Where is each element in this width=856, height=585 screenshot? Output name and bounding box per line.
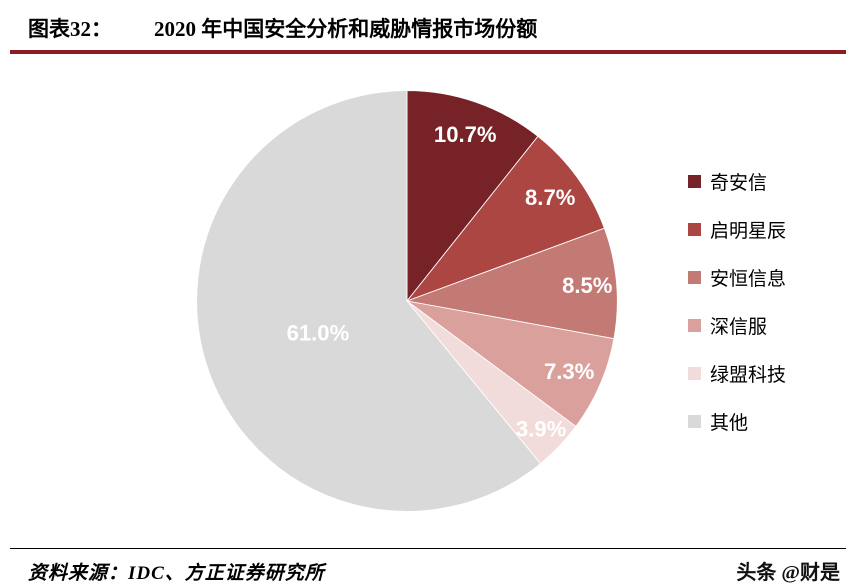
slice-value-label: 8.7%: [525, 185, 576, 210]
pie-chart: 10.7% 8.7% 8.5% 7.3% 3.9% 61.0%: [196, 90, 618, 512]
legend-item-奇安信: 奇安信: [688, 168, 786, 195]
legend-item-深信服: 深信服: [688, 312, 786, 339]
chart-area: 10.7% 8.7% 8.5% 7.3% 3.9% 61.0% 奇安信启明星辰安恒信息深信…: [0, 54, 856, 548]
slice-value-label: 8.5%: [562, 273, 613, 298]
chart-header: 图表32： 2020 年中国安全分析和威胁情报市场份额: [0, 0, 856, 50]
legend: 奇安信启明星辰安恒信息深信服绿盟科技其他: [688, 168, 786, 435]
slice-value-label: 10.7%: [434, 122, 497, 147]
legend-label: 安恒信息: [710, 268, 787, 290]
legend-swatch: [688, 414, 701, 428]
legend-swatch: [688, 222, 701, 236]
slice-value-label: 7.3%: [544, 359, 595, 384]
slice-value-label: 61.0%: [287, 321, 350, 346]
legend-label: 绿盟科技: [710, 364, 787, 386]
watermark-text: 头条 @财是: [736, 562, 840, 584]
pie-chart-container: 10.7% 8.7% 8.5% 7.3% 3.9% 61.0%: [186, 80, 628, 522]
legend-swatch: [688, 318, 701, 332]
pie-slice-安恒信息: [405, 227, 618, 340]
legend-label: 启明星辰: [710, 220, 787, 242]
legend-item-启明星辰: 启明星辰: [688, 216, 786, 243]
legend-swatch: [688, 366, 701, 380]
pie-slice-启明星辰: [405, 135, 605, 302]
figure-number-label: 图表32：: [28, 17, 112, 41]
pie-slice-其他: [196, 90, 542, 512]
slice-value-label: 3.9%: [516, 416, 567, 441]
legend-label: 深信服: [710, 316, 768, 338]
chart-title: 2020 年中国安全分析和威胁情报市场份额: [154, 17, 538, 41]
footer: 资料来源：IDC、方正证券研究所 头条 @财是: [0, 549, 856, 585]
legend-swatch: [688, 270, 701, 284]
legend-label: 其他: [710, 412, 749, 434]
legend-label: 奇安信: [710, 172, 768, 194]
legend-swatch: [688, 174, 701, 188]
legend-item-安恒信息: 安恒信息: [688, 264, 786, 291]
legend-item-绿盟科技: 绿盟科技: [688, 360, 786, 387]
footer-divider: [10, 548, 846, 549]
title-divider: [10, 50, 846, 54]
legend-item-其他: 其他: [688, 408, 786, 435]
source-text: 资料来源：IDC、方正证券研究所: [28, 563, 325, 584]
pie-slice-奇安信: [406, 90, 539, 303]
